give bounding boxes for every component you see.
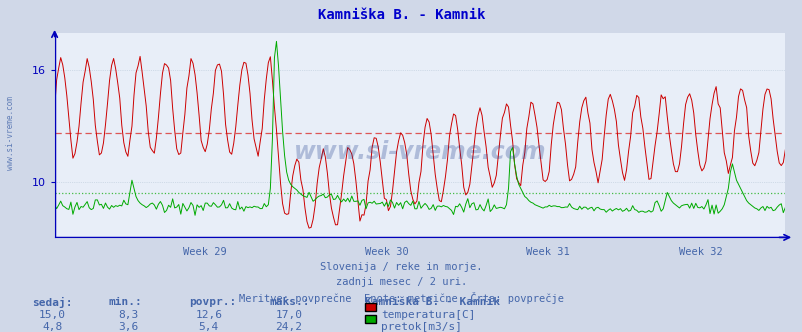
Text: 15,0: 15,0 — [38, 310, 66, 320]
Text: www.si-vreme.com: www.si-vreme.com — [294, 140, 545, 164]
Text: sedaj:: sedaj: — [32, 297, 72, 308]
Text: 4,8: 4,8 — [42, 322, 63, 332]
Text: www.si-vreme.com: www.si-vreme.com — [6, 96, 15, 170]
Text: Slovenija / reke in morje.: Slovenija / reke in morje. — [320, 262, 482, 272]
Text: Week 29: Week 29 — [182, 247, 226, 257]
Text: 3,6: 3,6 — [118, 322, 139, 332]
Text: Meritve: povprečne  Enote: metrične  Črta: povprečje: Meritve: povprečne Enote: metrične Črta:… — [239, 292, 563, 304]
Text: 12,6: 12,6 — [195, 310, 222, 320]
Text: povpr.:: povpr.: — [188, 297, 236, 307]
Text: Week 32: Week 32 — [678, 247, 723, 257]
Text: maks.:: maks.: — [269, 297, 309, 307]
Text: min.:: min.: — [108, 297, 142, 307]
Text: temperatura[C]: temperatura[C] — [381, 310, 476, 320]
Text: 24,2: 24,2 — [275, 322, 302, 332]
Text: 5,4: 5,4 — [198, 322, 219, 332]
Text: Kamniška B. - Kamnik: Kamniška B. - Kamnik — [318, 8, 484, 22]
Text: Kamniška B. - Kamnik: Kamniška B. - Kamnik — [365, 297, 500, 307]
Text: 17,0: 17,0 — [275, 310, 302, 320]
Text: Week 30: Week 30 — [365, 247, 408, 257]
Text: pretok[m3/s]: pretok[m3/s] — [381, 322, 462, 332]
Text: zadnji mesec / 2 uri.: zadnji mesec / 2 uri. — [335, 277, 467, 287]
Text: 8,3: 8,3 — [118, 310, 139, 320]
Text: Week 31: Week 31 — [525, 247, 569, 257]
